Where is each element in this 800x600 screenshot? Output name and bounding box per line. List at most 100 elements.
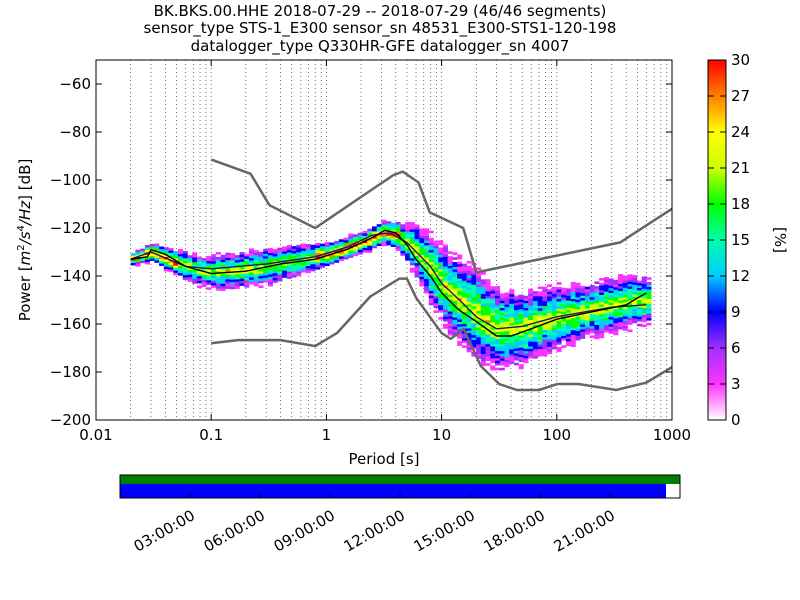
density-cell [580, 295, 586, 299]
density-cell [177, 256, 184, 259]
density-cell [528, 351, 534, 354]
colorbar-tick-label: 21 [731, 159, 750, 177]
density-cell [537, 298, 543, 302]
density-cell [480, 339, 486, 342]
density-cell [442, 263, 449, 267]
density-cell [466, 282, 472, 286]
density-cell [215, 283, 221, 286]
density-cell [442, 278, 449, 281]
density-cell [480, 334, 486, 338]
density-cell [154, 255, 160, 259]
density-cell [636, 285, 643, 288]
density-cell [537, 315, 543, 318]
density-cell [173, 263, 179, 266]
density-cell [390, 237, 396, 240]
density-cell [599, 282, 605, 286]
density-cell [305, 248, 311, 252]
density-cell [215, 280, 221, 284]
density-cell [599, 287, 605, 291]
density-cell [485, 336, 491, 340]
density-cell [480, 315, 486, 318]
density-cell [353, 239, 359, 242]
density-cell [447, 308, 453, 312]
density-cell [419, 242, 425, 246]
density-cell [225, 264, 231, 268]
density-cell [414, 265, 420, 268]
density-cell [319, 262, 325, 266]
density-cell [315, 250, 321, 253]
density-cell [400, 248, 406, 251]
density-cell [438, 259, 444, 263]
density-cell [556, 339, 562, 343]
density-cell [395, 221, 401, 225]
density-cell [220, 276, 226, 279]
density-cell [523, 346, 529, 349]
density-cell [253, 278, 259, 282]
density-cell [419, 238, 425, 241]
density-cell [618, 300, 624, 304]
density-cell [457, 264, 463, 267]
density-cell [452, 278, 458, 282]
density-cell [225, 262, 231, 265]
density-cell [495, 360, 501, 364]
density-cell [570, 310, 576, 314]
density-cell [485, 334, 491, 337]
density-cell [447, 282, 453, 286]
density-cell [499, 346, 505, 349]
density-cell [608, 302, 614, 306]
density-cell [433, 310, 439, 313]
density-cell [622, 275, 628, 279]
density-cell [409, 236, 415, 240]
density-cell [461, 306, 467, 310]
density-cell [272, 277, 278, 281]
density-cell [239, 280, 245, 284]
density-cell [561, 321, 567, 324]
density-cell [518, 342, 524, 346]
density-cell [613, 327, 619, 331]
density-cell [258, 273, 264, 277]
density-cell [523, 307, 529, 311]
density-cell [457, 343, 463, 346]
density-cell [551, 310, 557, 314]
density-cell [641, 317, 647, 320]
density-cell [310, 259, 316, 262]
density-cell [542, 298, 548, 302]
density-cell [566, 334, 572, 337]
density-cell [239, 266, 245, 270]
density-cell [547, 284, 553, 287]
density-cell [570, 296, 576, 299]
density-cell [499, 343, 505, 347]
density-cell [613, 301, 619, 305]
density-cell [452, 264, 458, 268]
density-cell [490, 293, 496, 297]
density-cell [291, 274, 297, 278]
density-cell [495, 314, 501, 318]
density-cell [504, 333, 510, 336]
density-cell [495, 317, 501, 320]
density-cell [547, 303, 553, 307]
density-cell [523, 305, 529, 308]
density-cell [499, 358, 505, 361]
density-cell [244, 270, 250, 274]
density-cell [428, 245, 434, 248]
density-cell [518, 304, 524, 307]
density-cell [461, 299, 467, 303]
density-cell [542, 296, 548, 299]
density-cell [566, 317, 572, 320]
density-cell [551, 296, 557, 300]
density-cell [480, 356, 486, 359]
density-cell [485, 329, 491, 333]
density-cell [523, 338, 529, 342]
density-cell [263, 270, 269, 274]
density-cell [537, 329, 543, 333]
density-cell [428, 240, 434, 243]
density-cell [471, 291, 477, 295]
density-cell [636, 282, 643, 286]
density-cell [433, 276, 439, 280]
density-cell [495, 348, 501, 352]
density-cell [201, 262, 207, 266]
density-cell [353, 236, 359, 240]
density-cell [258, 259, 264, 262]
density-cell [504, 342, 510, 346]
density-cell [618, 290, 624, 294]
